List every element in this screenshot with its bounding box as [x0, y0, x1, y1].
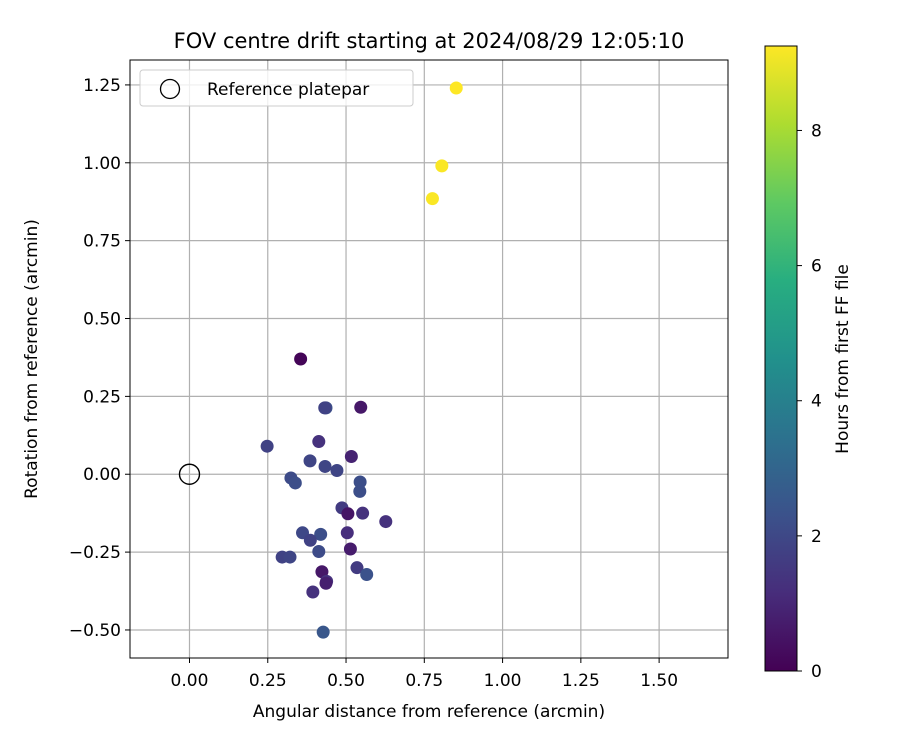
data-point — [354, 400, 368, 414]
y-tick-label: −0.25 — [69, 543, 121, 563]
data-point — [314, 527, 328, 541]
colorbar-tick-label: 4 — [811, 392, 822, 412]
data-points — [260, 81, 463, 639]
data-point — [312, 435, 326, 449]
data-point — [356, 506, 370, 520]
data-point — [449, 81, 463, 95]
data-point — [316, 625, 330, 639]
data-point — [303, 454, 317, 468]
data-point — [340, 526, 354, 540]
data-point — [318, 401, 332, 415]
data-point — [306, 585, 320, 599]
data-point — [379, 515, 393, 529]
reference-platepar-marker — [178, 463, 201, 485]
data-point — [435, 159, 449, 173]
data-point — [312, 544, 326, 558]
x-tick-label: 0.25 — [249, 671, 287, 691]
y-tick-label: 1.25 — [83, 76, 121, 96]
x-axis-label: Angular distance from reference (arcmin) — [253, 702, 605, 722]
y-axis-ticks: −0.50 −0.25 0.00 0.25 0.50 0.75 1.00 1.25 — [69, 76, 130, 641]
data-point — [260, 439, 274, 453]
data-point — [319, 576, 333, 590]
x-tick-label: 1.25 — [562, 671, 600, 691]
x-tick-label: 0.00 — [171, 671, 209, 691]
y-tick-label: 1.00 — [83, 154, 121, 174]
data-point — [294, 352, 308, 366]
legend-box — [139, 69, 414, 107]
legend-marker — [159, 78, 181, 100]
colorbar-ticks: 0 2 4 6 8 — [797, 121, 822, 682]
data-point — [343, 542, 357, 556]
x-tick-label: 0.75 — [405, 671, 443, 691]
colorbar: 0 2 4 6 8 Hours from first FF file — [764, 45, 853, 682]
data-point — [353, 484, 367, 498]
x-tick-label: 1.50 — [640, 671, 678, 691]
x-tick-label: 1.00 — [484, 671, 522, 691]
data-point — [350, 561, 364, 575]
y-tick-label: 0.25 — [83, 387, 121, 407]
y-tick-label: 0.50 — [83, 310, 121, 330]
y-axis-label: Rotation from reference (arcmin) — [22, 219, 42, 499]
legend-label: Reference platepar — [207, 80, 369, 100]
colorbar-tick-label: 0 — [811, 662, 822, 682]
data-point — [283, 550, 297, 564]
colorbar-gradient — [764, 45, 798, 672]
data-point — [341, 507, 355, 521]
chart-title: FOV centre drift starting at 2024/08/29 … — [174, 29, 685, 53]
reference-marker — [178, 463, 201, 485]
data-point — [315, 565, 329, 579]
data-point — [330, 464, 344, 478]
x-tick-label: 0.50 — [327, 671, 365, 691]
data-point — [303, 533, 317, 547]
data-point — [425, 192, 439, 206]
y-tick-label: −0.50 — [69, 621, 121, 641]
data-point — [344, 449, 358, 463]
y-tick-label: 0.75 — [83, 232, 121, 252]
plot-area-frame — [129, 59, 729, 659]
colorbar-label: Hours from first FF file — [833, 264, 853, 454]
data-point — [360, 568, 374, 582]
data-point — [288, 476, 302, 490]
x-axis-ticks: 0.00 0.25 0.50 0.75 1.00 1.25 1.50 — [171, 658, 678, 691]
colorbar-tick-label: 8 — [811, 121, 822, 141]
legend: Reference platepar — [139, 69, 414, 107]
data-point — [353, 475, 367, 489]
data-point — [318, 459, 332, 473]
y-tick-label: 0.00 — [83, 465, 121, 485]
colorbar-tick-label: 2 — [811, 527, 822, 547]
grid-lines — [130, 60, 728, 658]
colorbar-tick-label: 6 — [811, 257, 822, 277]
